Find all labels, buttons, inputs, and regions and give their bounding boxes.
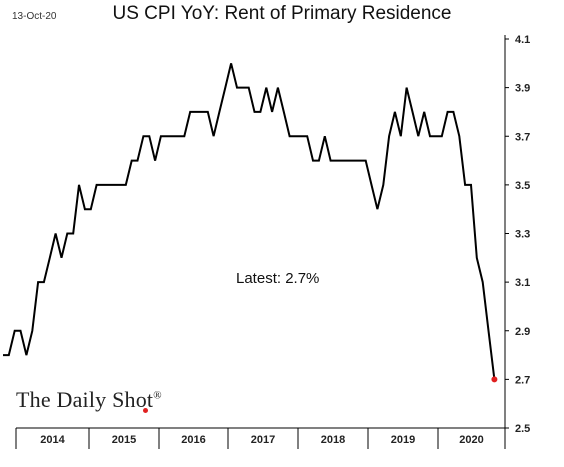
y-tick-label: 3.9 xyxy=(515,83,530,95)
x-tick-label: 2015 xyxy=(112,434,136,446)
y-tick-label: 2.5 xyxy=(515,423,530,435)
y-tick-label: 4.1 xyxy=(515,34,530,46)
y-tick-label: 3.3 xyxy=(515,229,530,241)
y-tick-label: 2.7 xyxy=(515,374,530,386)
y-tick-label: 3.1 xyxy=(515,277,530,289)
y-tick-label: 3.5 xyxy=(515,180,530,192)
last-value-marker xyxy=(491,376,498,383)
brand-dot xyxy=(143,408,148,413)
x-tick-label: 2018 xyxy=(321,434,345,446)
latest-annotation: Latest: 2.7% xyxy=(236,270,320,287)
x-tick-label: 2016 xyxy=(181,434,205,446)
y-tick-label: 2.9 xyxy=(515,326,530,338)
chart-date: 13-Oct-20 xyxy=(12,11,57,22)
x-tick-label: 2020 xyxy=(459,434,483,446)
x-tick-label: 2019 xyxy=(391,434,415,446)
x-tick-label: 2017 xyxy=(251,434,275,446)
series-line xyxy=(3,63,496,380)
x-tick-label: 2014 xyxy=(40,434,65,446)
chart-title: US CPI YoY: Rent of Primary Residence xyxy=(112,3,452,24)
y-tick-label: 3.7 xyxy=(515,131,530,143)
brand-mark: ® xyxy=(153,389,162,402)
brand-logo: The Daily Shot® xyxy=(16,387,162,413)
brand-name: The Daily Shot xyxy=(16,387,154,412)
